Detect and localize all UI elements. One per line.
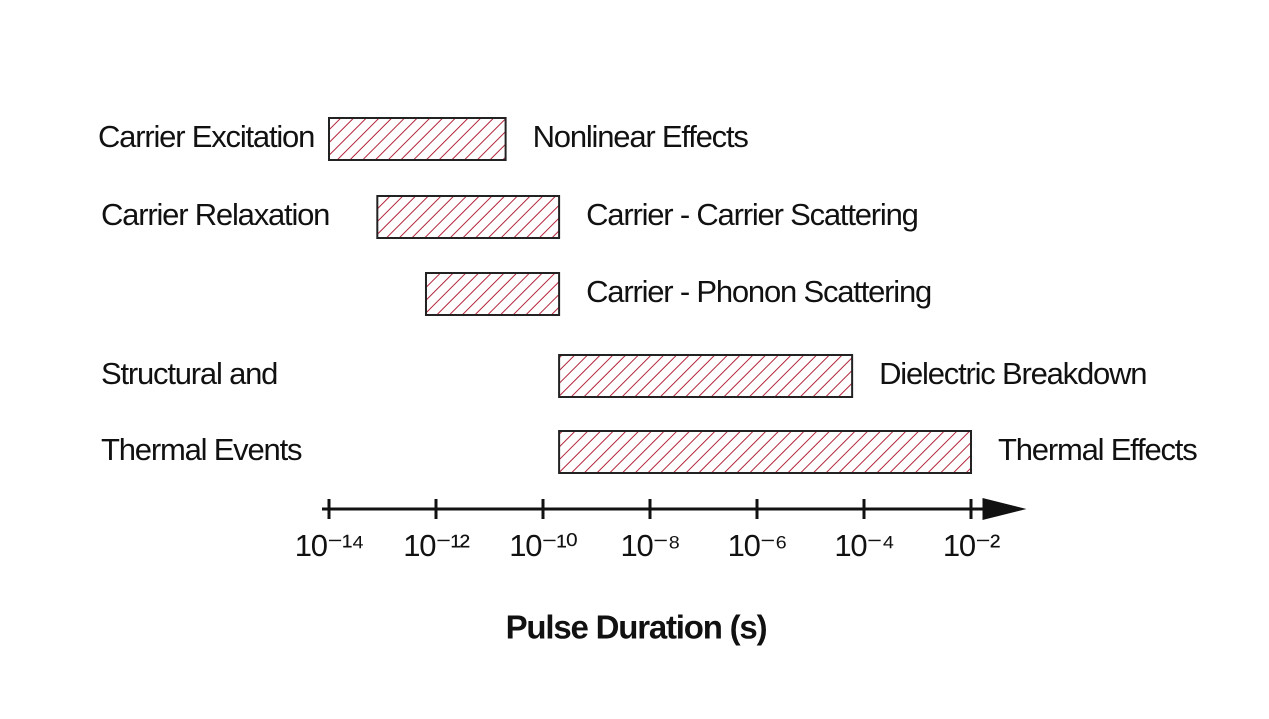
bar-label: Carrier - Carrier Scattering [586, 197, 918, 232]
x-axis-arrow [982, 498, 1027, 520]
bar-label: Thermal Effects [998, 432, 1197, 467]
bar [558, 430, 972, 474]
bar [558, 354, 854, 398]
x-tick-label: 10⁻¹² [403, 528, 469, 563]
x-axis-title: Pulse Duration (s) [506, 609, 767, 646]
bar-label: Dielectric Breakdown [879, 356, 1146, 391]
row-label: Carrier Excitation [98, 119, 314, 154]
x-tick-label: 10⁻⁶ [728, 528, 787, 563]
row-label: Structural and [101, 356, 277, 391]
bar-label: Nonlinear Effects [533, 119, 749, 154]
row-label: Carrier Relaxation [101, 197, 329, 232]
x-tick-label: 10⁻¹⁰ [509, 528, 577, 563]
x-tick-label: 10⁻² [943, 528, 1000, 563]
bar [328, 117, 507, 161]
x-tick-label: 10⁻⁴ [834, 528, 893, 563]
x-tick-label: 10⁻⁸ [620, 528, 679, 563]
row-label: Thermal Events [101, 432, 302, 467]
bar-label: Carrier - Phonon Scattering [586, 274, 931, 309]
bar [424, 272, 561, 316]
bar [376, 195, 561, 239]
x-tick-label: 10⁻¹⁴ [295, 528, 364, 563]
